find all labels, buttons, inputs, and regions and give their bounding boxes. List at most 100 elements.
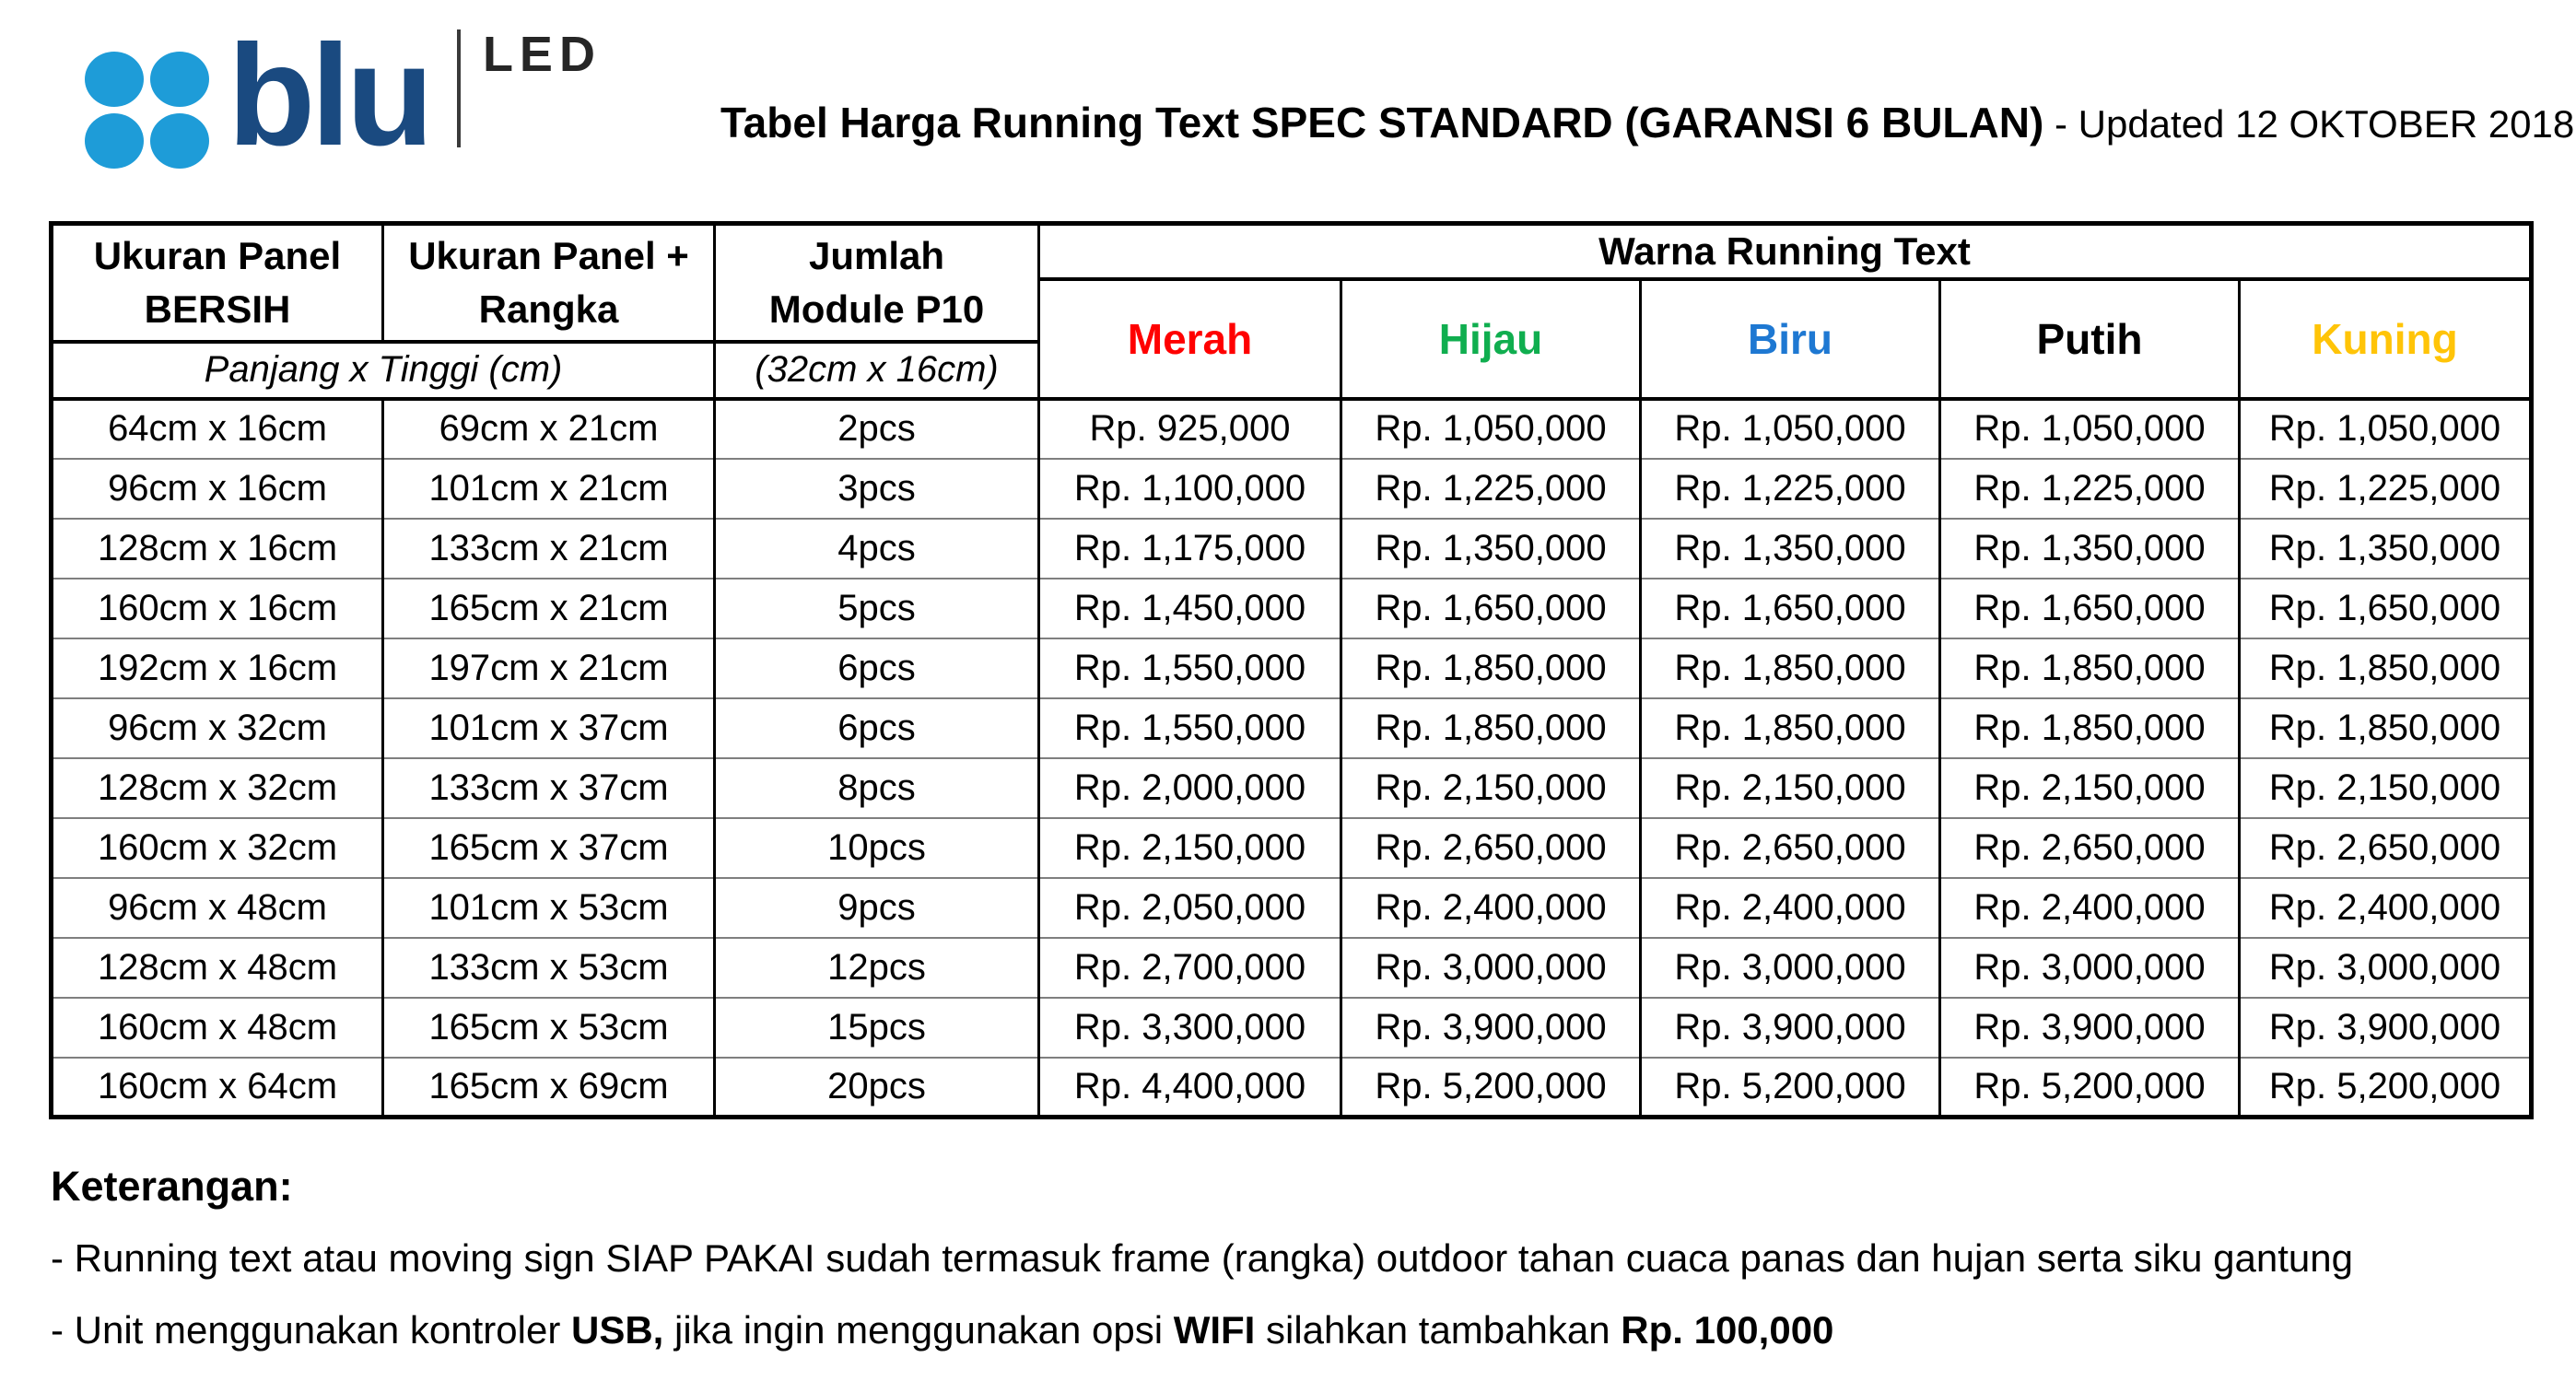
keterangan-note-2: - Unit menggunakan kontroler USB, jika i…	[51, 1308, 2353, 1352]
cell-harga-kuning: Rp. 2,150,000	[2238, 756, 2533, 819]
logo-brand-text: blu	[228, 16, 434, 176]
cell-harga-biru: Rp. 1,225,000	[1639, 457, 1941, 520]
column-header-line: Ukuran Panel	[93, 233, 342, 277]
column-header-merah: Merah	[1037, 277, 1342, 401]
cell-harga-kuning: Rp. 1,050,000	[2238, 397, 2533, 460]
updated-date: - Updated 12 OKTOBER 2018	[2054, 102, 2575, 146]
cell-harga-merah: Rp. 1,100,000	[1037, 457, 1342, 520]
cell-jumlah-module: 4pcs	[713, 517, 1040, 579]
cell-harga-hijau: Rp. 3,000,000	[1340, 936, 1642, 999]
cell-harga-biru: Rp. 1,650,000	[1639, 577, 1941, 639]
price-table-body: 64cm x 16cm 69cm x 21cm 2pcs Rp. 925,000 Rp.…	[50, 397, 2533, 1118]
cell-ukuran-bersih: 192cm x 16cm	[50, 637, 384, 699]
cell-jumlah-module: 20pcs	[713, 1056, 1040, 1118]
keterangan-section: Keterangan: - Running text atau moving s…	[51, 1163, 2353, 1380]
cell-jumlah-module: 3pcs	[713, 457, 1040, 520]
cell-harga-putih: Rp. 1,650,000	[1938, 577, 2241, 639]
table-row: 96cm x 32cm 101cm x 37cm 6pcs Rp. 1,550,000…	[50, 696, 2533, 759]
cell-ukuran-bersih: 128cm x 32cm	[50, 756, 384, 819]
cell-harga-putih: Rp. 1,850,000	[1938, 696, 2241, 759]
cell-harga-hijau: Rp. 1,850,000	[1340, 696, 1642, 759]
column-header-jumlah-module: Jumlah Module P10	[713, 222, 1040, 344]
cell-ukuran-rangka: 133cm x 21cm	[381, 517, 716, 579]
price-table: Ukuran Panel BERSIH Ukuran Panel + Rangk…	[49, 221, 2534, 1119]
column-header-ukuran-rangka: Ukuran Panel + Rangka	[381, 222, 716, 344]
cell-harga-hijau: Rp. 5,200,000	[1340, 1056, 1642, 1118]
column-header-line: Rangka	[478, 287, 619, 331]
cell-ukuran-bersih: 160cm x 64cm	[50, 1056, 384, 1118]
column-header-line: Ukuran Panel +	[408, 233, 689, 277]
cell-harga-putih: Rp. 3,000,000	[1938, 936, 2241, 999]
cell-jumlah-module: 12pcs	[713, 936, 1040, 999]
cell-ukuran-bersih: 64cm x 16cm	[50, 397, 384, 460]
cell-ukuran-bersih: 160cm x 32cm	[50, 816, 384, 879]
cell-ukuran-rangka: 197cm x 21cm	[381, 637, 716, 699]
cell-harga-putih: Rp. 3,900,000	[1938, 996, 2241, 1059]
cell-harga-merah: Rp. 1,450,000	[1037, 577, 1342, 639]
cell-ukuran-bersih: 128cm x 16cm	[50, 517, 384, 579]
page-title-main: Tabel Harga Running Text SPEC STANDARD (…	[720, 99, 2044, 146]
logo-dot-icon	[85, 52, 144, 107]
column-header-biru: Biru	[1639, 277, 1941, 401]
keterangan-heading: Keterangan:	[51, 1163, 293, 1210]
cell-ukuran-rangka: 165cm x 21cm	[381, 577, 716, 639]
cell-harga-hijau: Rp. 2,150,000	[1340, 756, 1642, 819]
cell-ukuran-rangka: 101cm x 21cm	[381, 457, 716, 520]
cell-harga-kuning: Rp. 2,650,000	[2238, 816, 2533, 879]
cell-jumlah-module: 2pcs	[713, 397, 1040, 460]
cell-ukuran-rangka: 133cm x 53cm	[381, 936, 716, 999]
cell-jumlah-module: 9pcs	[713, 876, 1040, 939]
column-header-hijau: Hijau	[1340, 277, 1642, 401]
subheader-panjang-tinggi: Panjang x Tinggi (cm)	[50, 340, 716, 401]
table-row: 160cm x 64cm 165cm x 69cm 20pcs Rp. 4,400,0…	[50, 1056, 2533, 1118]
cell-jumlah-module: 15pcs	[713, 996, 1040, 1059]
cell-harga-hijau: Rp. 2,650,000	[1340, 816, 1642, 879]
logo-dots-icon	[85, 52, 209, 169]
cell-harga-putih: Rp. 1,350,000	[1938, 517, 2241, 579]
cell-harga-biru: Rp. 2,650,000	[1639, 816, 1941, 879]
cell-jumlah-module: 6pcs	[713, 637, 1040, 699]
cell-harga-merah: Rp. 1,550,000	[1037, 696, 1342, 759]
cell-ukuran-rangka: 101cm x 53cm	[381, 876, 716, 939]
cell-harga-putih: Rp. 2,400,000	[1938, 876, 2241, 939]
cell-harga-kuning: Rp. 1,850,000	[2238, 696, 2533, 759]
cell-harga-hijau: Rp. 2,400,000	[1340, 876, 1642, 939]
cell-harga-biru: Rp. 1,050,000	[1639, 397, 1941, 460]
subheader-module-size: (32cm x 16cm)	[713, 340, 1040, 401]
cell-jumlah-module: 8pcs	[713, 756, 1040, 819]
table-row: 128cm x 16cm 133cm x 21cm 4pcs Rp. 1,175,00…	[50, 517, 2533, 579]
cell-harga-hijau: Rp. 1,050,000	[1340, 397, 1642, 460]
cell-harga-merah: Rp. 2,150,000	[1037, 816, 1342, 879]
cell-harga-biru: Rp. 1,850,000	[1639, 696, 1941, 759]
cell-jumlah-module: 10pcs	[713, 816, 1040, 879]
cell-harga-hijau: Rp. 1,850,000	[1340, 637, 1642, 699]
cell-ukuran-rangka: 165cm x 37cm	[381, 816, 716, 879]
logo-led-text: LED	[482, 27, 602, 82]
column-header-kuning: Kuning	[2238, 277, 2533, 401]
page-title-updated: - Updated 12 OKTOBER 2018	[2043, 102, 2574, 146]
column-header-line: Module P10	[768, 287, 985, 331]
cell-jumlah-module: 6pcs	[713, 696, 1040, 759]
table-row: 192cm x 16cm 197cm x 21cm 6pcs Rp. 1,550,00…	[50, 637, 2533, 699]
table-row: 160cm x 32cm 165cm x 37cm 10pcs Rp. 2,150,0…	[50, 816, 2533, 879]
cell-ukuran-rangka: 133cm x 37cm	[381, 756, 716, 819]
cell-harga-kuning: Rp. 1,350,000	[2238, 517, 2533, 579]
cell-harga-kuning: Rp. 1,225,000	[2238, 457, 2533, 520]
cell-ukuran-bersih: 128cm x 48cm	[50, 936, 384, 999]
column-header-putih: Putih	[1938, 277, 2241, 401]
cell-ukuran-bersih: 96cm x 48cm	[50, 876, 384, 939]
cell-ukuran-bersih: 96cm x 16cm	[50, 457, 384, 520]
table-row: 160cm x 48cm 165cm x 53cm 15pcs Rp. 3,300,0…	[50, 996, 2533, 1059]
cell-jumlah-module: 5pcs	[713, 577, 1040, 639]
cell-harga-putih: Rp. 1,225,000	[1938, 457, 2241, 520]
cell-harga-merah: Rp. 1,550,000	[1037, 637, 1342, 699]
cell-harga-merah: Rp. 925,000	[1037, 397, 1342, 460]
price-table-header: Ukuran Panel BERSIH Ukuran Panel + Rangk…	[50, 222, 2533, 401]
cell-harga-biru: Rp. 2,150,000	[1639, 756, 1941, 819]
cell-harga-merah: Rp. 3,300,000	[1037, 996, 1342, 1059]
page-title: Tabel Harga Running Text SPEC STANDARD (…	[720, 98, 2574, 147]
cell-harga-putih: Rp. 1,850,000	[1938, 637, 2241, 699]
cell-harga-biru: Rp. 1,850,000	[1639, 637, 1941, 699]
cell-harga-putih: Rp. 2,650,000	[1938, 816, 2241, 879]
